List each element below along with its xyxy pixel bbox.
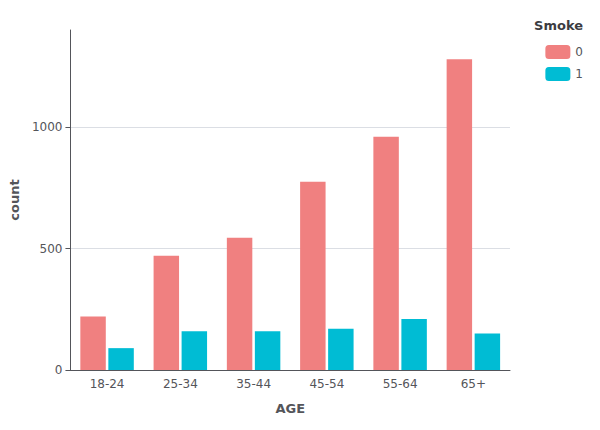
svg-text:500: 500 [40, 242, 63, 256]
svg-text:1000: 1000 [32, 120, 63, 134]
svg-text:25-34: 25-34 [163, 377, 198, 391]
svg-text:45-54: 45-54 [309, 377, 344, 391]
svg-text:35-44: 35-44 [236, 377, 271, 391]
svg-text:count: count [7, 179, 22, 220]
svg-text:18-24: 18-24 [90, 377, 125, 391]
svg-text:65+: 65+ [461, 377, 486, 391]
svg-text:AGE: AGE [275, 401, 305, 416]
svg-text:Smoke: Smoke [534, 18, 583, 33]
svg-text:1: 1 [575, 67, 583, 81]
svg-text:55-64: 55-64 [383, 377, 418, 391]
svg-text:0: 0 [55, 363, 63, 377]
svg-text:0: 0 [575, 45, 583, 59]
